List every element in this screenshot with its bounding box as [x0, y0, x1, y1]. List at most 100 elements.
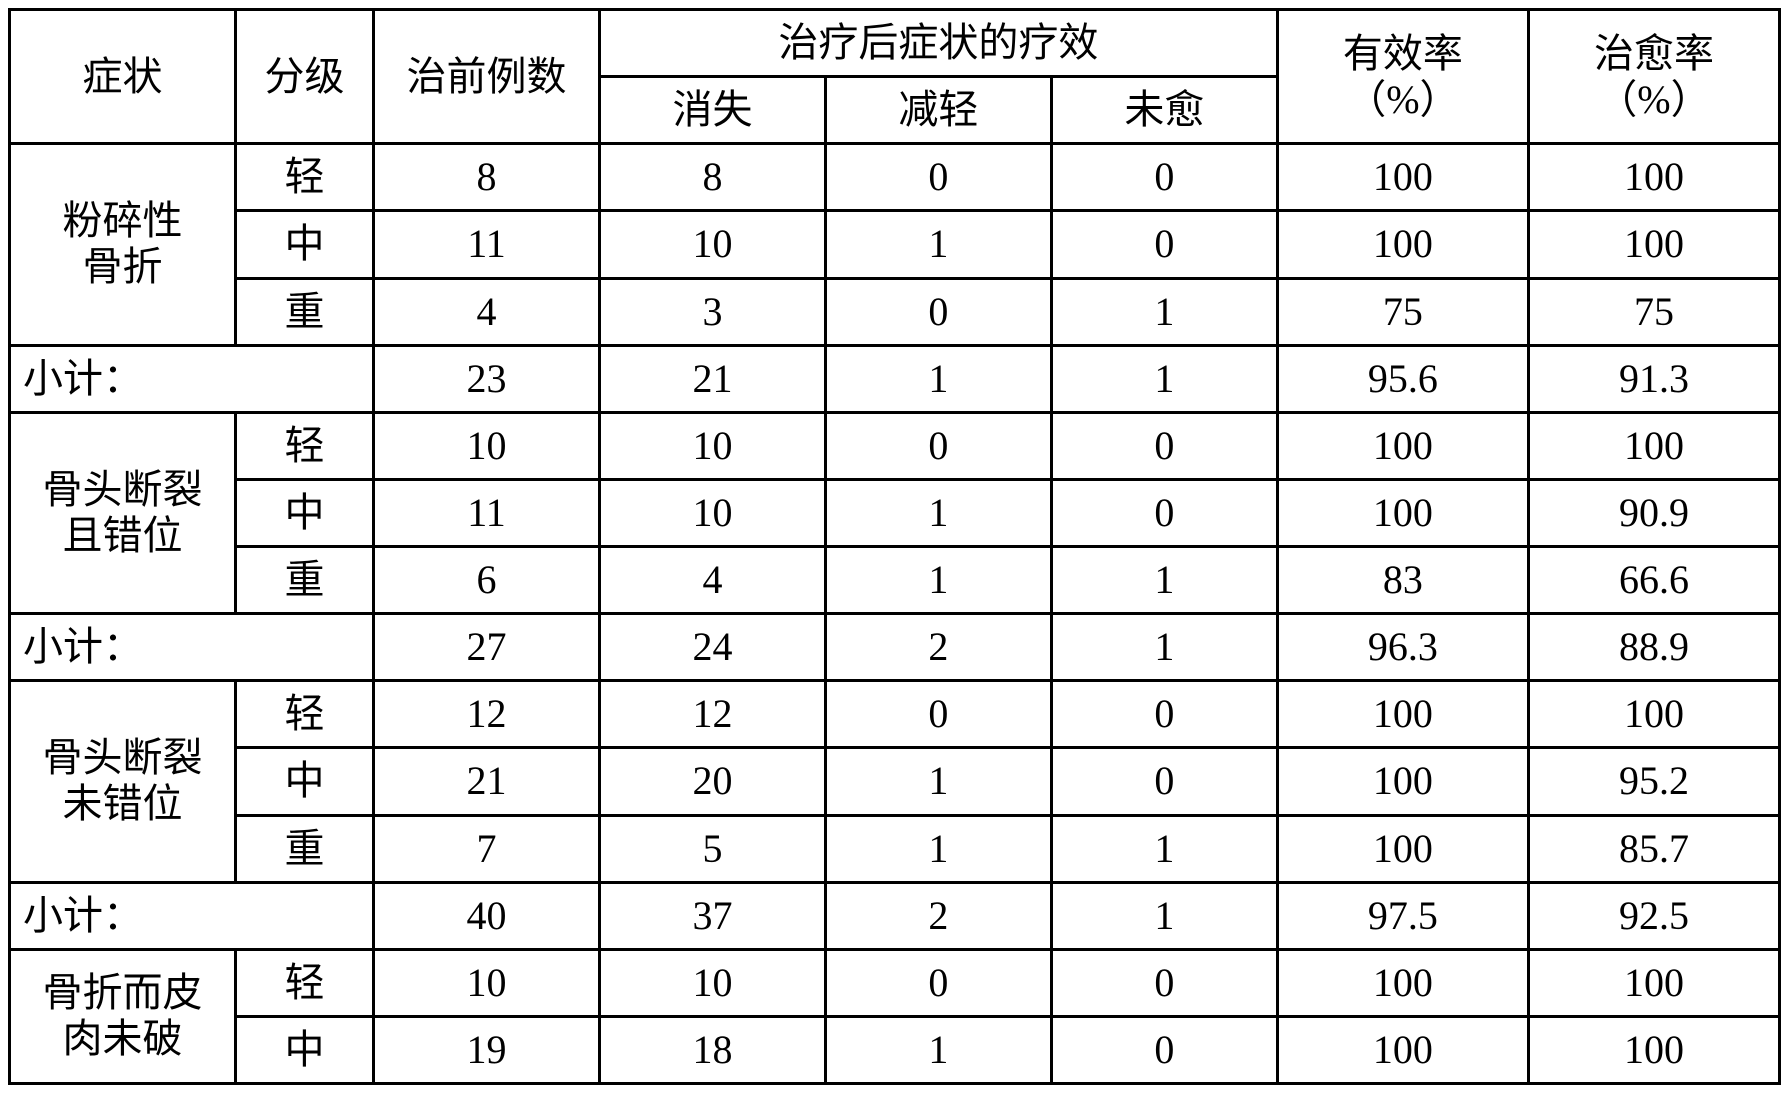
symptom-cell: 骨头断裂 且错位: [10, 412, 236, 613]
nocure-cell: 0: [1051, 1016, 1277, 1083]
table-row: 重 7 5 1 1 100 85.7: [10, 815, 1780, 882]
gone-cell: 24: [599, 614, 825, 681]
less-cell: 2: [825, 882, 1051, 949]
gone-cell: 10: [599, 949, 825, 1016]
eff-cell: 96.3: [1277, 614, 1528, 681]
cure-cell: 91.3: [1528, 345, 1779, 412]
header-pre-count: 治前例数: [374, 10, 600, 144]
eff-cell: 100: [1277, 412, 1528, 479]
grade-cell: 中: [235, 1016, 373, 1083]
table-row: 骨折而皮 肉未破 轻 10 10 0 0 100 100: [10, 949, 1780, 1016]
gone-cell: 10: [599, 211, 825, 278]
pre-cell: 21: [374, 748, 600, 815]
eff-cell: 100: [1277, 211, 1528, 278]
less-cell: 1: [825, 345, 1051, 412]
grade-cell: 重: [235, 278, 373, 345]
gone-cell: 20: [599, 748, 825, 815]
header-grade: 分级: [235, 10, 373, 144]
nocure-cell: 0: [1051, 144, 1277, 211]
cure-cell: 100: [1528, 949, 1779, 1016]
symptom-line2: 且错位: [62, 513, 182, 558]
nocure-cell: 1: [1051, 278, 1277, 345]
eff-cell: 100: [1277, 815, 1528, 882]
table-row: 粉碎性 骨折 轻 8 8 0 0 100 100: [10, 144, 1780, 211]
gone-cell: 3: [599, 278, 825, 345]
table-row: 中 11 10 1 0 100 100: [10, 211, 1780, 278]
table-row: 骨头断裂 未错位 轻 12 12 0 0 100 100: [10, 681, 1780, 748]
symptom-line1: 骨折而皮: [42, 970, 202, 1015]
nocure-cell: 1: [1051, 614, 1277, 681]
header-eff-rate-line1: 有效率: [1343, 31, 1463, 76]
grade-cell: 重: [235, 547, 373, 614]
eff-cell: 100: [1277, 748, 1528, 815]
less-cell: 0: [825, 949, 1051, 1016]
gone-cell: 37: [599, 882, 825, 949]
header-gone: 消失: [599, 77, 825, 144]
symptom-line2: 骨折: [82, 244, 162, 289]
grade-cell: 轻: [235, 144, 373, 211]
cure-cell: 75: [1528, 278, 1779, 345]
table-row: 中 19 18 1 0 100 100: [10, 1016, 1780, 1083]
less-cell: 1: [825, 815, 1051, 882]
subtotal-label: 小计：: [10, 882, 374, 949]
header-symptom: 症状: [10, 10, 236, 144]
cure-cell: 90.9: [1528, 479, 1779, 546]
gone-cell: 8: [599, 144, 825, 211]
table-row: 重 6 4 1 1 83 66.6: [10, 547, 1780, 614]
pre-cell: 8: [374, 144, 600, 211]
nocure-cell: 0: [1051, 211, 1277, 278]
eff-cell: 95.6: [1277, 345, 1528, 412]
cure-cell: 85.7: [1528, 815, 1779, 882]
symptom-cell: 骨折而皮 肉未破: [10, 949, 236, 1083]
header-row-1: 症状 分级 治前例数 治疗后症状的疗效 有效率 （%） 治愈率 （%）: [10, 10, 1780, 77]
header-cure-rate-line1: 治愈率: [1594, 31, 1714, 76]
less-cell: 1: [825, 547, 1051, 614]
gone-cell: 21: [599, 345, 825, 412]
nocure-cell: 1: [1051, 345, 1277, 412]
less-cell: 1: [825, 1016, 1051, 1083]
cure-cell: 100: [1528, 144, 1779, 211]
grade-cell: 中: [235, 479, 373, 546]
table-row: 重 4 3 0 1 75 75: [10, 278, 1780, 345]
header-nocure: 未愈: [1051, 77, 1277, 144]
pre-cell: 19: [374, 1016, 600, 1083]
less-cell: 2: [825, 614, 1051, 681]
header-eff-rate: 有效率 （%）: [1277, 10, 1528, 144]
subtotal-row: 小计： 40 37 2 1 97.5 92.5: [10, 882, 1780, 949]
header-post-effect: 治疗后症状的疗效: [599, 10, 1277, 77]
nocure-cell: 1: [1051, 815, 1277, 882]
eff-cell: 100: [1277, 681, 1528, 748]
grade-cell: 重: [235, 815, 373, 882]
less-cell: 0: [825, 278, 1051, 345]
gone-cell: 18: [599, 1016, 825, 1083]
pre-cell: 10: [374, 412, 600, 479]
cure-cell: 88.9: [1528, 614, 1779, 681]
gone-cell: 12: [599, 681, 825, 748]
cure-cell: 95.2: [1528, 748, 1779, 815]
symptom-line1: 粉碎性: [62, 198, 182, 243]
grade-cell: 轻: [235, 412, 373, 479]
nocure-cell: 1: [1051, 547, 1277, 614]
symptom-line1: 骨头断裂: [42, 467, 202, 512]
pre-cell: 11: [374, 479, 600, 546]
grade-cell: 轻: [235, 949, 373, 1016]
eff-cell: 100: [1277, 1016, 1528, 1083]
gone-cell: 5: [599, 815, 825, 882]
nocure-cell: 0: [1051, 681, 1277, 748]
less-cell: 0: [825, 412, 1051, 479]
less-cell: 1: [825, 479, 1051, 546]
pre-cell: 23: [374, 345, 600, 412]
header-cure-rate-line2: （%）: [1597, 77, 1710, 122]
pre-cell: 6: [374, 547, 600, 614]
symptom-cell: 粉碎性 骨折: [10, 144, 236, 345]
symptom-line1: 骨头断裂: [42, 735, 202, 780]
eff-cell: 100: [1277, 144, 1528, 211]
pre-cell: 7: [374, 815, 600, 882]
subtotal-row: 小计： 27 24 2 1 96.3 88.9: [10, 614, 1780, 681]
less-cell: 0: [825, 144, 1051, 211]
table-container: 症状 分级 治前例数 治疗后症状的疗效 有效率 （%） 治愈率 （%） 消失 减…: [0, 0, 1789, 1093]
subtotal-label: 小计：: [10, 345, 374, 412]
cure-cell: 100: [1528, 412, 1779, 479]
pre-cell: 40: [374, 882, 600, 949]
pre-cell: 11: [374, 211, 600, 278]
